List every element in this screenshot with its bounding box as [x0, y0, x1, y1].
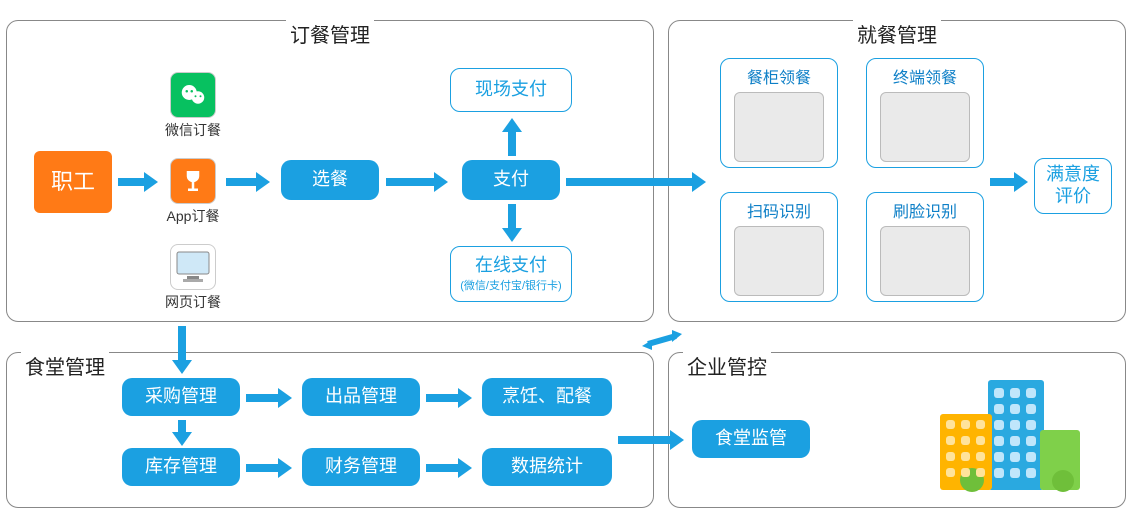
- node-pay: 支付: [462, 160, 560, 200]
- arrow-3: [502, 118, 522, 156]
- node-staff: 职工: [34, 151, 112, 213]
- app-icon: [170, 158, 216, 204]
- node-stats: 数据统计: [482, 448, 612, 486]
- node-payOnsite-label: 现场支付: [475, 79, 547, 101]
- panel-title-enterprise: 企业管控: [683, 351, 771, 380]
- node-select: 选餐: [281, 160, 379, 200]
- node-satisfaction: 满意度 评价: [1034, 158, 1112, 214]
- node-payOnline: 在线支付(微信/支付宝/银行卡): [450, 246, 572, 302]
- node-payOnsite: 现场支付: [450, 68, 572, 112]
- arrow-1: [226, 172, 270, 192]
- node-terminal-title: 终端领餐: [893, 64, 957, 88]
- arrow-5: [566, 172, 706, 192]
- node-cabinet: 餐柜领餐: [720, 58, 838, 168]
- panel-title-canteen: 食堂管理: [21, 351, 109, 380]
- buildings-icon: [940, 380, 1090, 500]
- node-scan-title: 扫码识别: [747, 198, 811, 222]
- node-supervise-label: 食堂监管: [715, 428, 787, 450]
- node-output: 出品管理: [302, 378, 420, 416]
- arrow-13: [618, 430, 684, 450]
- web-label: 网页订餐: [158, 292, 228, 312]
- node-staff-label: 职工: [51, 169, 95, 195]
- node-finance-label: 财务管理: [325, 456, 397, 478]
- arrow-0: [118, 172, 158, 192]
- node-scan-device: [734, 226, 824, 296]
- arrow-11: [246, 458, 292, 478]
- node-payOnline-sub: (微信/支付宝/银行卡): [460, 277, 561, 293]
- node-scan: 扫码识别: [720, 192, 838, 302]
- node-face: 刷脸识别: [866, 192, 984, 302]
- web-icon: [170, 244, 216, 290]
- node-terminal: 终端领餐: [866, 58, 984, 168]
- node-cabinet-title: 餐柜领餐: [747, 64, 811, 88]
- node-face-device: [880, 226, 970, 296]
- node-stock: 库存管理: [122, 448, 240, 486]
- node-stats-label: 数据统计: [511, 456, 583, 478]
- connector-double: [642, 330, 682, 350]
- node-stock-label: 库存管理: [145, 456, 217, 478]
- arrow-7: [172, 326, 192, 374]
- node-payOnline-label: 在线支付: [475, 255, 547, 277]
- node-face-title: 刷脸识别: [893, 198, 957, 222]
- arrow-2: [386, 172, 448, 192]
- arrow-12: [426, 458, 472, 478]
- node-select-label: 选餐: [312, 169, 348, 191]
- wechat-label: 微信订餐: [158, 120, 228, 140]
- node-supervise: 食堂监管: [692, 420, 810, 458]
- node-cook: 烹饪、配餐: [482, 378, 612, 416]
- node-terminal-device: [880, 92, 970, 162]
- arrow-10: [172, 420, 192, 446]
- node-cook-label: 烹饪、配餐: [502, 386, 592, 408]
- panel-title-dining: 就餐管理: [853, 19, 941, 48]
- node-pay-label: 支付: [493, 169, 529, 191]
- node-satisfaction-label: 满意度 评价: [1046, 164, 1100, 207]
- arrow-6: [990, 172, 1028, 192]
- node-output-label: 出品管理: [325, 386, 397, 408]
- node-finance: 财务管理: [302, 448, 420, 486]
- arrow-8: [246, 388, 292, 408]
- arrow-9: [426, 388, 472, 408]
- node-purchase-label: 采购管理: [145, 386, 217, 408]
- panel-title-ordering: 订餐管理: [286, 19, 374, 48]
- arrow-4: [502, 204, 522, 242]
- app-label: App订餐: [158, 206, 228, 226]
- node-cabinet-device: [734, 92, 824, 162]
- wechat-icon: [170, 72, 216, 118]
- node-purchase: 采购管理: [122, 378, 240, 416]
